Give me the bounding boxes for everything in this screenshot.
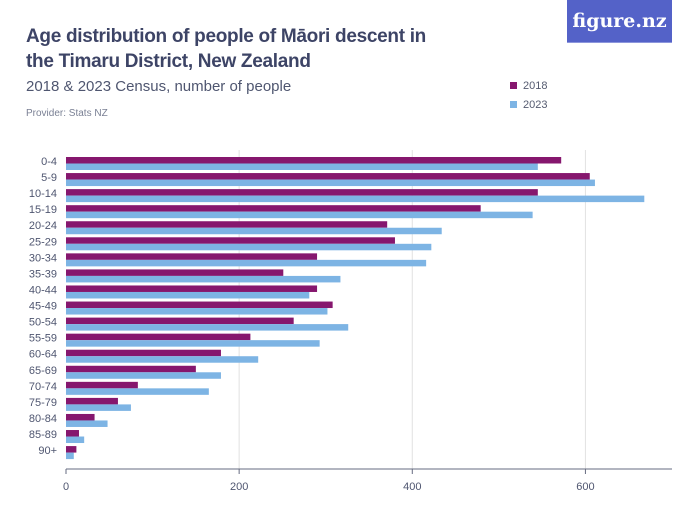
bar-2023-55-59 xyxy=(66,340,320,347)
legend-label-2023: 2023 xyxy=(523,98,548,111)
bar-2023-75-79 xyxy=(66,404,131,411)
provider-note: Provider: Stats NZ xyxy=(26,108,108,119)
bar-2023-80-84 xyxy=(66,420,108,427)
bar-2018-90+ xyxy=(66,446,77,453)
bar-2023-0-4 xyxy=(66,163,538,170)
bar-2018-45-49 xyxy=(66,301,333,309)
y-tick-label: 75-79 xyxy=(29,397,57,409)
bar-2018-10-14 xyxy=(66,189,538,196)
y-tick-label: 0-4 xyxy=(41,156,57,168)
chart-subtitle: 2018 & 2023 Census, number of people xyxy=(26,78,292,95)
bar-2018-60-64 xyxy=(66,349,221,357)
y-tick-label: 5-9 xyxy=(41,172,57,184)
bar-2018-20-24 xyxy=(66,221,388,228)
bar-2023-65-69 xyxy=(66,372,221,379)
x-tick-label: 0 xyxy=(63,481,69,493)
bar-2023-90+ xyxy=(66,452,74,460)
bar-2023-50-54 xyxy=(66,324,349,331)
bar-2023-25-29 xyxy=(66,243,432,251)
y-tick-label: 45-49 xyxy=(29,301,57,313)
x-tick-label: 200 xyxy=(230,481,248,493)
bar-2018-35-39 xyxy=(66,269,284,276)
bar-2018-50-54 xyxy=(66,317,294,325)
y-tick-label: 50-54 xyxy=(29,317,57,329)
figure-nz-logo[interactable]: figure.nz xyxy=(567,0,672,43)
bar-2018-0-4 xyxy=(66,157,562,164)
bar-2023-40-44 xyxy=(66,291,310,299)
y-tick-label: 65-69 xyxy=(29,365,57,377)
legend-swatch-2018 xyxy=(510,82,517,89)
bar-2023-85-89 xyxy=(66,436,85,444)
bar-2018-40-44 xyxy=(66,285,318,292)
x-tick-label: 600 xyxy=(576,481,594,493)
legend-label-2018: 2018 xyxy=(523,79,548,92)
bar-2018-85-89 xyxy=(66,430,79,437)
bar-2023-70-74 xyxy=(66,388,209,395)
bar-2023-45-49 xyxy=(66,308,328,315)
legend-item-2023: 2023 xyxy=(510,95,547,114)
y-tick-label: 60-64 xyxy=(29,349,57,361)
y-tick-label: 30-34 xyxy=(29,252,57,264)
y-tick-label: 70-74 xyxy=(29,381,57,393)
legend: 2018 2023 xyxy=(510,76,547,114)
bar-2018-75-79 xyxy=(66,397,118,405)
chart-title: Age distribution of people of Māori desc… xyxy=(26,26,426,72)
y-tick-label: 80-84 xyxy=(29,413,57,425)
bar-2023-5-9 xyxy=(66,179,595,187)
legend-swatch-2023 xyxy=(510,101,517,108)
bar-2023-60-64 xyxy=(66,356,259,363)
bar-2023-10-14 xyxy=(66,195,645,203)
y-tick-label: 35-39 xyxy=(29,268,57,280)
bar-2018-15-19 xyxy=(66,205,481,212)
bar-2023-30-34 xyxy=(66,259,427,267)
y-tick-label: 90+ xyxy=(38,445,57,457)
bar-2018-65-69 xyxy=(66,365,196,373)
bar-2018-25-29 xyxy=(66,237,395,244)
bar-2018-30-34 xyxy=(66,253,318,260)
y-tick-label: 55-59 xyxy=(29,333,57,345)
bar-2018-55-59 xyxy=(66,333,251,341)
bar-2018-5-9 xyxy=(66,173,590,180)
y-tick-label: 85-89 xyxy=(29,429,57,441)
y-tick-label: 20-24 xyxy=(29,220,57,232)
bar-2018-70-74 xyxy=(66,381,138,389)
bar-2018-80-84 xyxy=(66,413,95,421)
bar-2023-35-39 xyxy=(66,275,341,283)
x-tick-label: 400 xyxy=(403,481,421,493)
y-tick-label: 25-29 xyxy=(29,236,57,248)
legend-item-2018: 2018 xyxy=(510,76,547,95)
bar-2023-15-19 xyxy=(66,211,533,219)
y-tick-label: 15-19 xyxy=(29,204,57,216)
bar-2023-20-24 xyxy=(66,227,442,235)
y-tick-label: 10-14 xyxy=(29,188,57,200)
y-tick-label: 40-44 xyxy=(29,284,57,296)
